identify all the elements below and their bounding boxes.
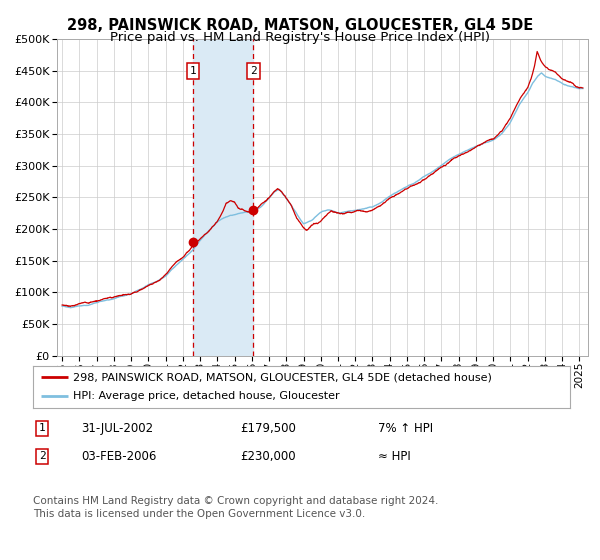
Text: 7% ↑ HPI: 7% ↑ HPI bbox=[378, 422, 433, 435]
Text: 298, PAINSWICK ROAD, MATSON, GLOUCESTER, GL4 5DE (detached house): 298, PAINSWICK ROAD, MATSON, GLOUCESTER,… bbox=[73, 372, 492, 382]
Text: 298, PAINSWICK ROAD, MATSON, GLOUCESTER, GL4 5DE: 298, PAINSWICK ROAD, MATSON, GLOUCESTER,… bbox=[67, 18, 533, 34]
Text: 1: 1 bbox=[190, 66, 196, 76]
Text: £179,500: £179,500 bbox=[240, 422, 296, 435]
Text: Price paid vs. HM Land Registry's House Price Index (HPI): Price paid vs. HM Land Registry's House … bbox=[110, 31, 490, 44]
Text: 2: 2 bbox=[250, 66, 257, 76]
Text: 03-FEB-2006: 03-FEB-2006 bbox=[81, 450, 157, 463]
Text: 2: 2 bbox=[38, 451, 46, 461]
Text: ≈ HPI: ≈ HPI bbox=[378, 450, 411, 463]
Text: HPI: Average price, detached house, Gloucester: HPI: Average price, detached house, Glou… bbox=[73, 391, 340, 402]
Text: £230,000: £230,000 bbox=[240, 450, 296, 463]
Bar bbox=[193, 39, 253, 356]
Text: 31-JUL-2002: 31-JUL-2002 bbox=[81, 422, 153, 435]
Text: 1: 1 bbox=[38, 423, 46, 433]
Text: Contains HM Land Registry data © Crown copyright and database right 2024.
This d: Contains HM Land Registry data © Crown c… bbox=[33, 496, 439, 519]
